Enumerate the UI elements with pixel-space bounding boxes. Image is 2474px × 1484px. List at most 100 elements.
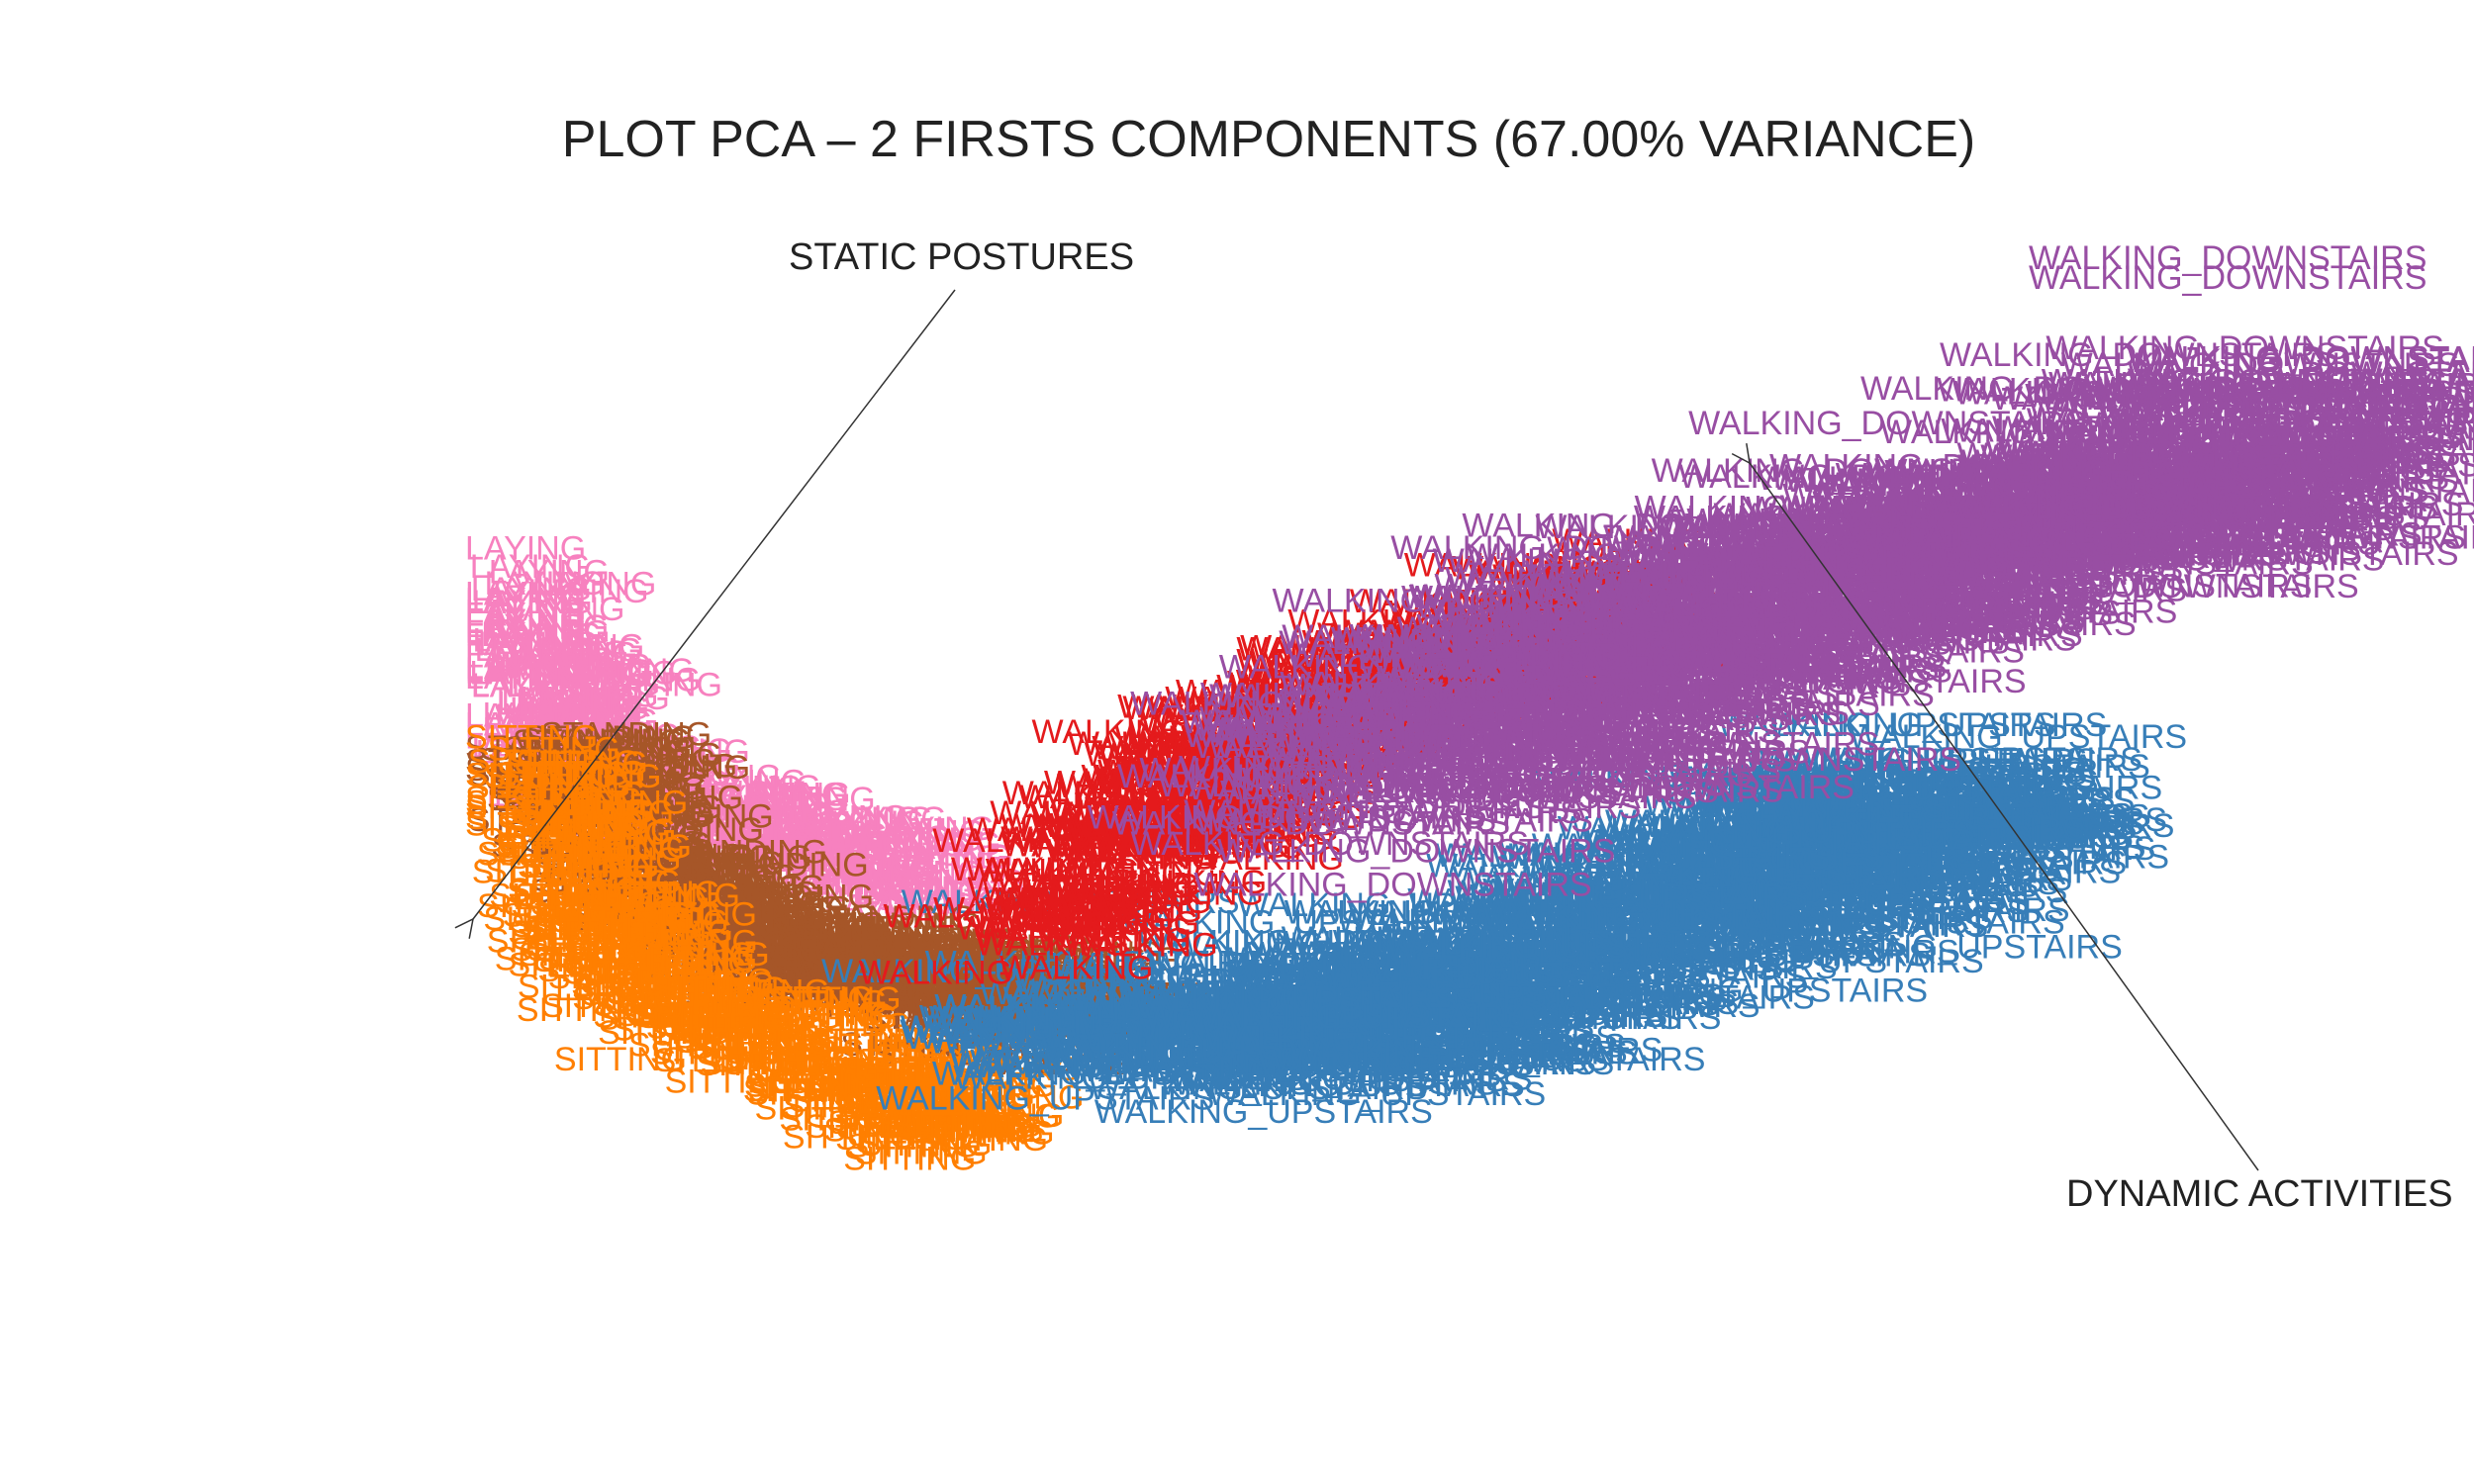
point-label-laying: LAYING [507, 667, 627, 704]
point-label-laying: LAYING [855, 827, 976, 865]
point-label-laying: LAYING [585, 811, 706, 849]
point-label-laying: LAYING [497, 681, 618, 718]
point-label-laying: LAYING [476, 733, 597, 771]
point-label-laying: LAYING [469, 655, 590, 693]
point-label-laying: LAYING [527, 573, 648, 610]
point-label-laying: LAYING [682, 789, 803, 827]
point-label-sitting: SITTING [677, 1023, 809, 1061]
point-label-laying: LAYING [592, 767, 713, 804]
point-label-walking-upstairs: WALKING_UPSTAIRS [1189, 998, 1527, 1036]
point-label-laying: LAYING [612, 732, 732, 770]
point-label-walking-downstairs: WALKING_DOWNSTAIRS [1785, 551, 2183, 589]
point-label-laying: LAYING [691, 809, 811, 847]
point-label-laying: LAYING [682, 770, 803, 807]
point-label-laying: LAYING [812, 800, 933, 838]
point-label-laying: LAYING [673, 778, 794, 815]
point-label-laying: LAYING [808, 849, 928, 886]
point-label-laying: LAYING [715, 800, 836, 838]
point-label-laying: LAYING [560, 717, 681, 755]
point-label-laying: LAYING [856, 872, 977, 909]
point-label-laying: LAYING [740, 832, 861, 870]
point-label-laying: LAYING [518, 732, 638, 770]
point-label-laying: LAYING [609, 764, 729, 801]
point-label-laying: LAYING [788, 798, 908, 836]
point-label-laying: LAYING [494, 642, 615, 680]
point-label-laying: LAYING [475, 631, 596, 669]
point-label-laying: LAYING [862, 821, 983, 859]
point-label-laying: LAYING [845, 826, 966, 864]
point-label-laying: LAYING [465, 653, 586, 691]
point-label-laying: LAYING [707, 829, 827, 867]
point-label-laying: LAYING [610, 781, 730, 818]
point-label-laying: LAYING [792, 871, 912, 908]
point-label-laying: LAYING [472, 728, 593, 766]
point-label-laying: LAYING [581, 786, 702, 823]
point-label-walking-downstairs: WALKING_DOWNSTAIRS [1940, 336, 2337, 374]
point-label-laying: LAYING [533, 653, 654, 691]
point-label-laying: LAYING [465, 607, 586, 645]
point-label-walking-upstairs: WALKING_UPSTAIRS [1094, 1093, 1433, 1131]
point-label-walking-downstairs: WALKING_DOWNSTAIRS [1416, 608, 1814, 646]
point-label-laying: LAYING [586, 754, 707, 791]
point-label-laying: LAYING [830, 821, 951, 859]
point-label-laying: LAYING [530, 648, 651, 686]
point-label-laying: LAYING [528, 690, 649, 727]
point-label-laying: LAYING [813, 854, 934, 891]
point-label-laying: LAYING [524, 778, 645, 815]
point-label-laying: LAYING [787, 822, 907, 860]
point-label-laying: LAYING [724, 811, 845, 849]
point-label-laying: LAYING [578, 771, 699, 808]
point-label-laying: LAYING [532, 655, 653, 693]
point-label-laying: LAYING [629, 733, 750, 771]
point-label-laying: LAYING [584, 754, 705, 791]
point-label-laying: LAYING [654, 794, 775, 832]
point-label-sitting: SITTING [485, 852, 618, 889]
point-label-laying: LAYING [712, 839, 832, 877]
point-label-laying: LAYING [576, 776, 697, 813]
point-label-laying: LAYING [595, 785, 715, 822]
point-label-laying: LAYING [684, 843, 805, 881]
point-label-laying: LAYING [603, 789, 723, 827]
point-label-sitting: SITTING [624, 941, 757, 978]
point-label-laying: LAYING [555, 763, 676, 800]
point-label-laying: LAYING [711, 795, 831, 833]
point-label-laying: LAYING [488, 608, 609, 646]
point-label-laying: LAYING [516, 683, 636, 720]
point-label-laying: LAYING [636, 803, 757, 841]
point-label-laying: LAYING [882, 863, 1002, 900]
point-label-walking-downstairs: WALKING_DOWNSTAIRS [1880, 414, 2278, 451]
point-label-laying: LAYING [553, 752, 674, 789]
point-label-laying: LAYING [765, 817, 886, 855]
point-label-laying: LAYING [568, 748, 689, 786]
point-label-laying: LAYING [497, 685, 618, 722]
point-label-walking-upstairs: WALKING_UPSTAIRS [1637, 813, 1975, 851]
point-label-laying: LAYING [764, 856, 885, 893]
point-label-laying: LAYING [563, 846, 684, 883]
point-label-laying: LAYING [522, 632, 642, 670]
chart-title: PLOT PCA – 2 FIRSTS COMPONENTS (67.00% V… [562, 111, 1975, 168]
point-label-laying: LAYING [700, 812, 820, 850]
point-label-laying: LAYING [485, 565, 606, 603]
point-label-laying: LAYING [730, 814, 851, 852]
point-label-laying: LAYING [856, 887, 977, 925]
point-label-laying: LAYING [880, 826, 1000, 864]
point-label-laying: LAYING [465, 603, 586, 640]
point-label-laying: LAYING [526, 749, 647, 787]
point-label-laying: LAYING [483, 696, 604, 733]
point-label-laying: LAYING [841, 836, 962, 874]
point-label-laying: LAYING [520, 680, 640, 717]
point-label-laying: LAYING [731, 806, 852, 844]
point-label-walking-upstairs: WALKING_UPSTAIRS [1386, 928, 1725, 966]
static-postures-annotation: STATIC POSTURES [789, 236, 1134, 278]
point-label-laying: LAYING [749, 838, 870, 876]
point-label-laying: LAYING [714, 832, 835, 870]
point-label-laying: LAYING [465, 593, 586, 630]
point-label-laying: LAYING [807, 850, 927, 887]
point-label-laying: LAYING [485, 650, 606, 688]
point-label-laying: LAYING [713, 798, 833, 836]
point-label-laying: LAYING [512, 666, 632, 703]
point-label-laying: LAYING [644, 791, 765, 829]
point-label-laying: LAYING [557, 722, 678, 760]
point-label-laying: LAYING [686, 779, 807, 816]
